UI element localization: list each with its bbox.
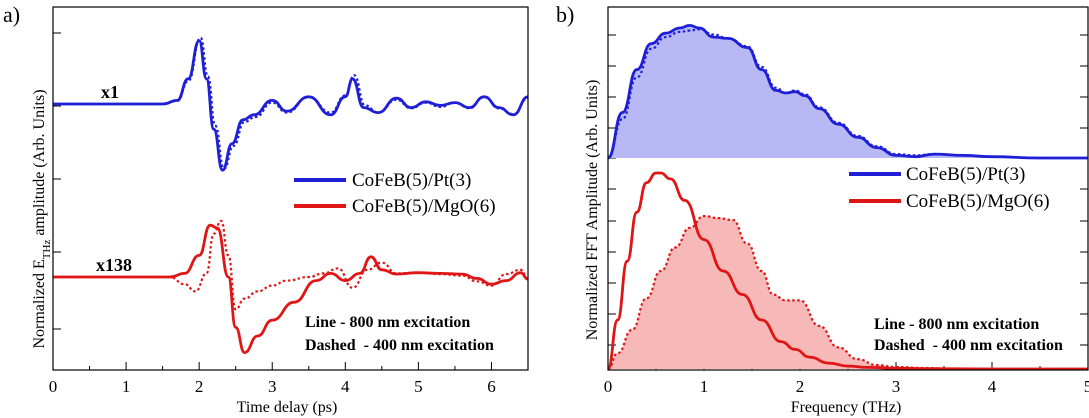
- panel-b-legend: CoFeB(5)/Pt(3) CoFeB(5)/MgO(6): [849, 164, 1050, 212]
- panel-a-xlabel: Time delay (ps): [237, 399, 338, 416]
- panel-b: b) Normalized FFT Amplitude (Arb. Units)…: [556, 2, 1089, 416]
- panel-b-xtick-label: 1: [700, 377, 709, 396]
- panel-b-xtick-label: 5: [1084, 377, 1089, 396]
- panel-b-xtick-label: 4: [988, 377, 997, 396]
- panel-a-xtick-label: 4: [341, 377, 350, 396]
- series-line-1: [52, 36, 529, 170]
- series-fill-0: [608, 25, 1088, 159]
- annotation-dashed: Dashed - 400 nm excitation: [305, 337, 494, 354]
- panel-a-ylabel: Normalized ETHz amplitude (Arb. Units): [31, 89, 53, 348]
- panel-a-xtick-label: 3: [268, 377, 277, 396]
- series-line-1: [607, 28, 1088, 160]
- series-fill-3: [608, 216, 1088, 369]
- legend-label-pt: CoFeB(5)/Pt(3): [906, 164, 1025, 185]
- annotation-line: Line - 800 nm excitation: [305, 314, 470, 331]
- legend-label-pt: CoFeB(5)/Pt(3): [352, 170, 471, 191]
- panel-a-xtick-label: 0: [49, 377, 58, 396]
- panel-b-series: [606, 24, 1088, 371]
- panel-a-label: a): [3, 2, 20, 27]
- panel-b-xtick-label: 0: [604, 377, 613, 396]
- panel-b-frame: [607, 6, 1089, 371]
- series-line-3: [53, 219, 529, 311]
- legend-label-mgo: CoFeB(5)/MgO(6): [352, 196, 496, 217]
- series-line-2: [53, 223, 529, 354]
- series-line-3: [607, 215, 1088, 371]
- panel-b-ylabel: Normalized FFT Amplitude (Arb. Units): [584, 80, 601, 341]
- annotation-dashed: Dashed - 400 nm excitation: [874, 337, 1063, 354]
- panel-a-ticks: 0 1 2 3 4 5 6: [49, 32, 496, 396]
- panel-a-xtick-label: 1: [122, 377, 131, 396]
- series-line-2: [606, 171, 1088, 371]
- panel-a-xtick-label: 2: [195, 377, 204, 396]
- panel-a-xtick-label: 6: [487, 377, 496, 396]
- series-line-0: [606, 24, 1088, 160]
- scale-label-x138: x138: [96, 255, 132, 275]
- panel-a-legend: CoFeB(5)/Pt(3) CoFeB(5)/MgO(6): [294, 170, 496, 217]
- panel-b-xtick-label: 3: [892, 377, 901, 396]
- panel-a-frame: [52, 6, 529, 371]
- series-line-0: [52, 39, 529, 172]
- scale-label-x1: x1: [101, 82, 119, 102]
- legend-label-mgo: CoFeB(5)/MgO(6): [906, 191, 1050, 212]
- panel-a: a) Normalized ETHz amplitude (Arb. Units…: [3, 2, 529, 416]
- panel-a-series: [52, 36, 529, 354]
- annotation-line: Line - 800 nm excitation: [874, 316, 1039, 333]
- panel-b-xtick-label: 2: [796, 377, 805, 396]
- panel-b-label: b): [556, 2, 574, 27]
- panel-a-xtick-label: 5: [414, 377, 423, 396]
- panel-b-xlabel: Frequency (THz): [791, 399, 902, 416]
